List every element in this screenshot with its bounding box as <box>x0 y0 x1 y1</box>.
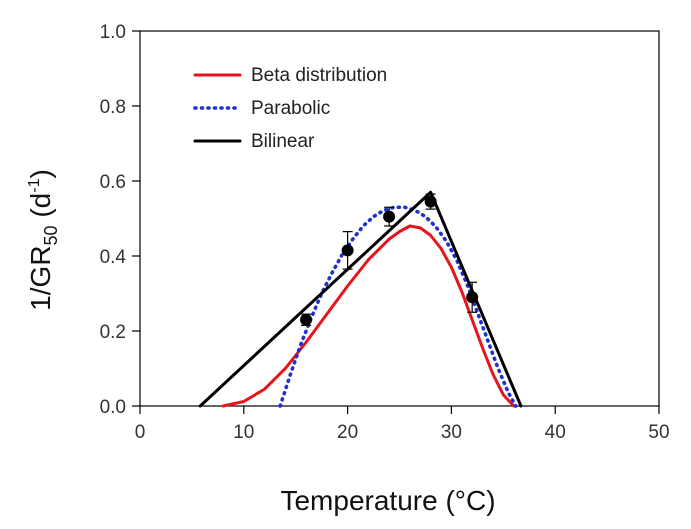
y-axis-label-paren-open: (d <box>25 193 56 226</box>
y-axis-label-paren-close: ) <box>25 169 56 178</box>
x-tick-label: 30 <box>441 422 462 443</box>
series-layer <box>198 190 523 408</box>
data-point <box>424 193 437 210</box>
data-point <box>383 206 396 227</box>
point-marker <box>383 210 396 223</box>
point-marker <box>466 291 479 304</box>
data-point <box>466 281 479 313</box>
y-tick-label: 0.6 <box>100 172 126 193</box>
series-line-beta-distribution <box>221 224 516 408</box>
y-tick-label: 0.8 <box>100 97 126 118</box>
x-tick-label: 20 <box>337 422 358 443</box>
y-tick-label: 0.0 <box>100 397 126 418</box>
point-marker <box>300 313 313 326</box>
y-axis-label: 1/GR50 (d-1) <box>25 169 61 311</box>
y-axis-ticks: 0.0 0.2 0.4 0.6 0.8 1.0 <box>100 22 140 418</box>
x-tick-label: 50 <box>648 422 669 443</box>
x-axis-label: Temperature (°C) <box>280 485 495 516</box>
x-axis-ticks: 0 10 20 30 40 50 <box>135 406 670 443</box>
y-axis-label-sup: -1 <box>26 178 43 192</box>
y-axis-label-sub: 50 <box>41 225 61 245</box>
point-marker <box>341 244 354 257</box>
y-tick-label: 1.0 <box>100 22 126 43</box>
plot-frame <box>139 30 660 407</box>
observed-points <box>300 193 479 326</box>
x-tick-label: 10 <box>233 422 254 443</box>
legend-label: Bilinear <box>251 131 315 152</box>
series-line-parabolic <box>278 205 518 408</box>
x-tick-label: 40 <box>545 422 566 443</box>
legend: Beta distribution Parabolic Bilinear <box>193 65 387 152</box>
point-marker <box>424 195 437 208</box>
y-axis-label-main: 1/GR <box>25 245 56 310</box>
legend-label: Parabolic <box>251 98 330 119</box>
legend-label: Beta distribution <box>251 65 387 86</box>
series-line-bilinear <box>198 190 523 408</box>
x-tick-label: 0 <box>135 422 146 443</box>
data-point <box>300 313 313 326</box>
y-tick-label: 0.2 <box>100 322 126 343</box>
y-tick-label: 0.4 <box>100 247 127 268</box>
data-point <box>341 231 354 270</box>
